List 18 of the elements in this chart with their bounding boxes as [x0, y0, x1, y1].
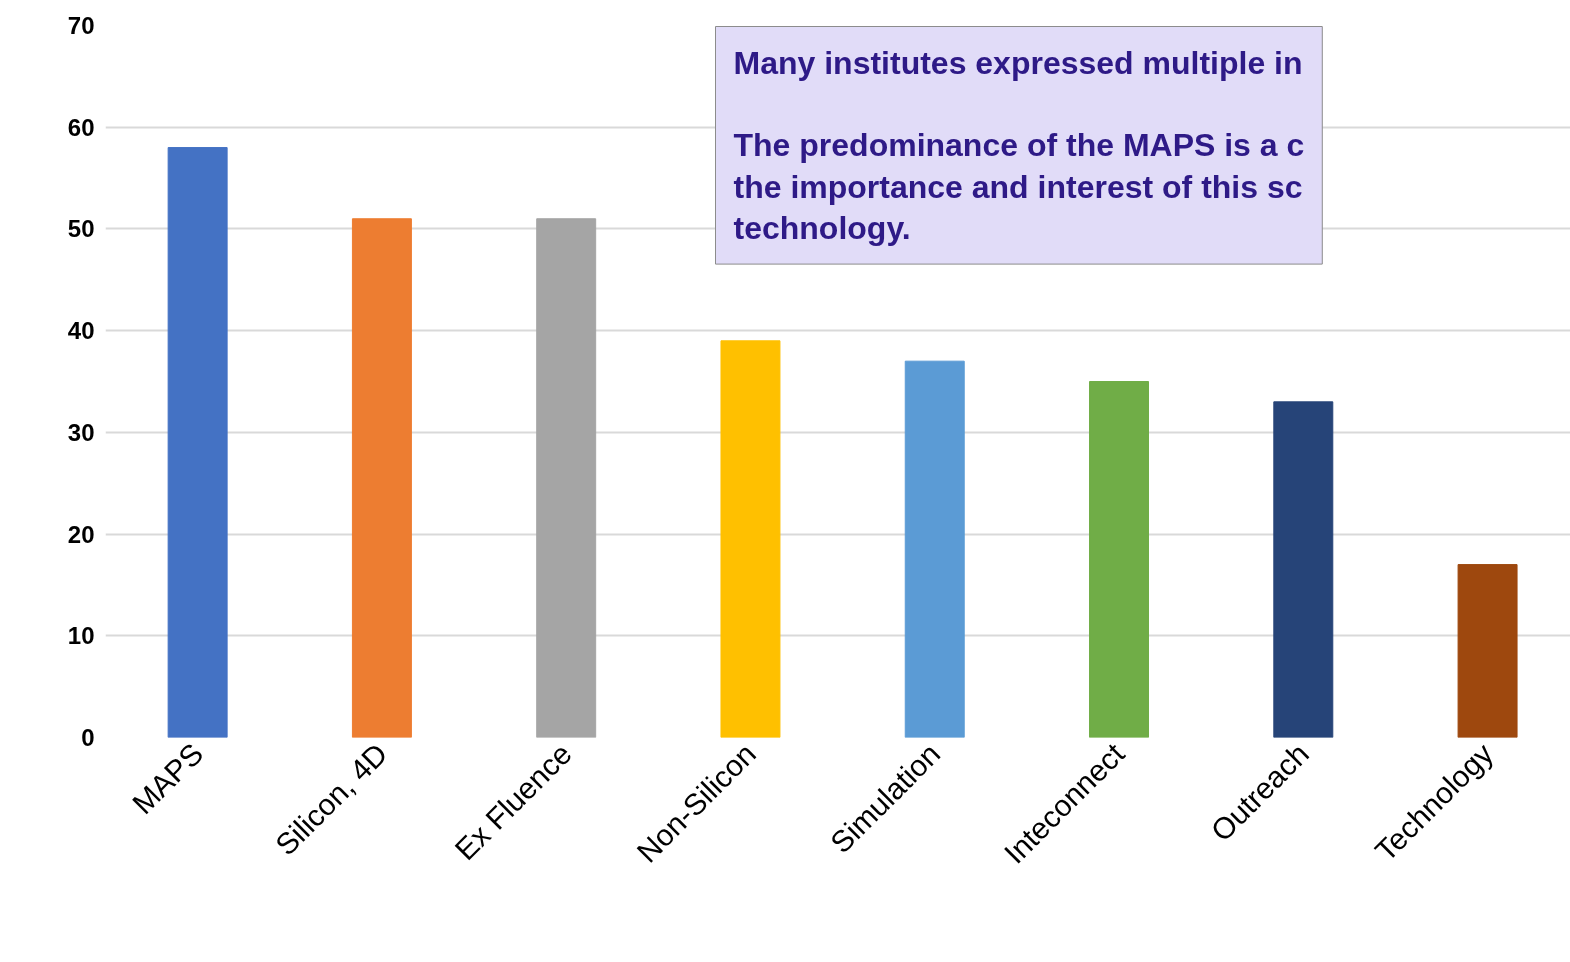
bar — [1273, 401, 1334, 738]
y-tick-label: 40 — [67, 317, 95, 345]
bar — [1457, 564, 1518, 738]
annotation: The predominance of the MAPS is a c the importance and interest of this sc technology. — [733, 127, 1305, 247]
y-tick-label: 60 — [67, 113, 95, 141]
bar — [1089, 381, 1150, 738]
bar — [720, 340, 781, 738]
bar — [536, 218, 597, 738]
bar — [904, 360, 965, 738]
y-tick-label: 0 — [81, 724, 95, 751]
y-tick-label: 10 — [67, 622, 95, 650]
y-tick-label: 70 — [67, 12, 95, 39]
y-tick-label: 50 — [67, 215, 95, 243]
bar — [167, 147, 228, 738]
annotation: Many institutes expressed multiple in — [733, 44, 1303, 81]
y-tick-label: 30 — [67, 418, 95, 446]
y-tick-label: 20 — [67, 520, 95, 548]
bar — [351, 218, 412, 738]
